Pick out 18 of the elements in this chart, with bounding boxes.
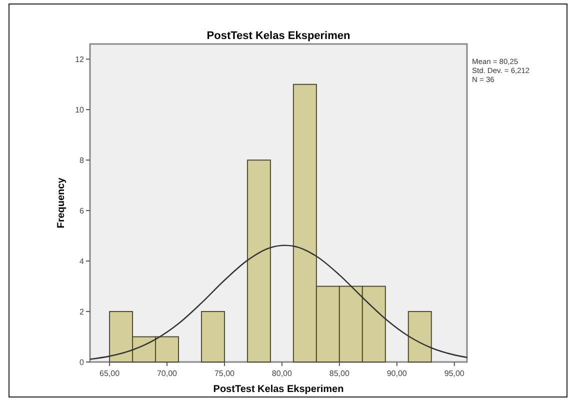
y-tick-label: 12 bbox=[75, 55, 85, 64]
x-tick-label: 75,00 bbox=[214, 369, 236, 378]
line-series bbox=[89, 244, 468, 360]
y-tick-label: 2 bbox=[80, 308, 85, 317]
y-tick-label: 4 bbox=[80, 257, 85, 266]
x-tick-label: 65,00 bbox=[100, 369, 120, 378]
y-tick-label: 10 bbox=[75, 106, 85, 115]
x-tick-label: 80,00 bbox=[272, 369, 293, 378]
x-tick-label: 85,00 bbox=[329, 369, 350, 378]
x-tick-label: 90,00 bbox=[386, 369, 408, 378]
y-tick-label: 0 bbox=[80, 358, 85, 367]
chart-title: PostTest Kelas Eksperimen bbox=[206, 30, 351, 42]
x-axis-title: PostTest Kelas Eksperimen bbox=[213, 384, 344, 395]
x-tick-label: 70,00 bbox=[156, 369, 178, 378]
y-axis-title: Frequency bbox=[56, 177, 67, 228]
y-tick-label: 6 bbox=[80, 206, 85, 216]
y-tick-label: 8 bbox=[80, 156, 85, 166]
x-tick-label: 95,00 bbox=[444, 369, 465, 378]
